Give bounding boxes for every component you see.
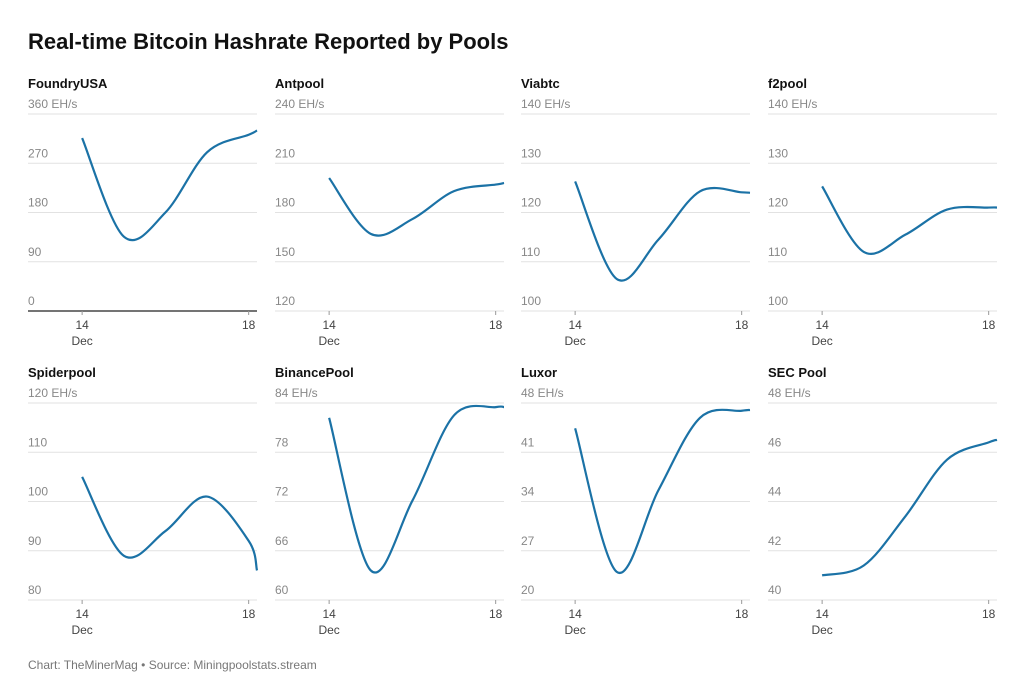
y-tick-label: 90 [28, 245, 42, 259]
y-tick-label: 110 [521, 245, 540, 259]
x-tick-label: 14 [322, 318, 336, 332]
y-tick-label: 41 [521, 435, 535, 449]
y-tick-label: 72 [275, 485, 289, 499]
y-tick-label: 110 [768, 245, 787, 259]
data-line [574, 408, 751, 574]
x-tick-label: 18 [489, 318, 503, 332]
y-tick-label: 110 [28, 435, 47, 449]
chart-title: Real-time Bitcoin Hashrate Reported by P… [28, 29, 508, 54]
y-tick-label: 78 [275, 435, 289, 449]
y-tick-label: 140 EH/s [521, 97, 570, 111]
y-tick-label: 130 [768, 146, 788, 160]
y-tick-label: 40 [768, 583, 782, 597]
x-tick-label: 14 [75, 318, 89, 332]
x-sublabel: Dec [318, 334, 339, 348]
panel-title: BinancePool [275, 365, 354, 380]
y-tick-label: 240 EH/s [275, 97, 324, 111]
data-line [328, 404, 505, 574]
y-tick-label: 84 EH/s [275, 386, 318, 400]
x-sublabel: Dec [811, 623, 832, 637]
x-tick-label: 14 [568, 318, 582, 332]
x-sublabel: Dec [564, 334, 585, 348]
x-sublabel: Dec [318, 623, 339, 637]
data-line [574, 181, 751, 282]
y-tick-label: 42 [768, 534, 782, 548]
x-tick-label: 18 [982, 318, 996, 332]
x-tick-label: 14 [815, 607, 829, 621]
y-tick-label: 48 EH/s [768, 386, 811, 400]
panel-title: f2pool [768, 76, 807, 91]
y-tick-label: 360 EH/s [28, 97, 77, 111]
panel-title: Antpool [275, 76, 324, 91]
data-line [821, 438, 998, 577]
x-tick-label: 14 [568, 607, 582, 621]
y-tick-label: 150 [275, 245, 295, 259]
y-tick-label: 120 [275, 294, 295, 308]
data-line [328, 177, 505, 237]
y-tick-label: 120 [768, 196, 788, 210]
x-tick-label: 18 [735, 318, 749, 332]
y-tick-label: 180 [275, 196, 295, 210]
y-tick-label: 46 [768, 435, 782, 449]
y-tick-label: 48 EH/s [521, 386, 564, 400]
panel-title: SEC Pool [768, 365, 827, 380]
y-tick-label: 270 [28, 146, 48, 160]
x-tick-label: 18 [982, 607, 996, 621]
data-line [821, 185, 998, 255]
y-tick-label: 180 [28, 196, 48, 210]
x-tick-label: 18 [242, 607, 256, 621]
y-tick-label: 100 [521, 294, 541, 308]
y-tick-label: 100 [768, 294, 788, 308]
y-tick-label: 34 [521, 485, 535, 499]
panel-title: FoundryUSA [28, 76, 108, 91]
y-tick-label: 0 [28, 294, 35, 308]
y-tick-label: 80 [28, 583, 42, 597]
x-tick-label: 14 [322, 607, 336, 621]
y-tick-label: 120 EH/s [28, 386, 77, 400]
y-tick-label: 120 [521, 196, 541, 210]
y-tick-label: 66 [275, 534, 289, 548]
x-sublabel: Dec [71, 334, 92, 348]
x-sublabel: Dec [71, 623, 92, 637]
y-tick-label: 90 [28, 534, 42, 548]
y-tick-label: 27 [521, 534, 535, 548]
y-tick-label: 140 EH/s [768, 97, 817, 111]
y-tick-label: 210 [275, 146, 295, 160]
data-line [81, 129, 258, 242]
x-sublabel: Dec [564, 623, 585, 637]
x-tick-label: 18 [242, 318, 256, 332]
panel-title: Luxor [521, 365, 557, 380]
data-line [81, 476, 259, 571]
panel-title: Spiderpool [28, 365, 96, 380]
y-tick-label: 60 [275, 583, 289, 597]
x-tick-label: 14 [815, 318, 829, 332]
x-tick-label: 18 [735, 607, 749, 621]
y-tick-label: 44 [768, 485, 782, 499]
panel-title: Viabtc [521, 76, 560, 91]
y-tick-label: 100 [28, 485, 48, 499]
x-tick-label: 14 [75, 607, 89, 621]
x-sublabel: Dec [811, 334, 832, 348]
x-tick-label: 18 [489, 607, 503, 621]
source: Chart: TheMinerMag • Source: Miningpools… [28, 658, 317, 672]
y-tick-label: 20 [521, 583, 535, 597]
y-tick-label: 130 [521, 146, 541, 160]
